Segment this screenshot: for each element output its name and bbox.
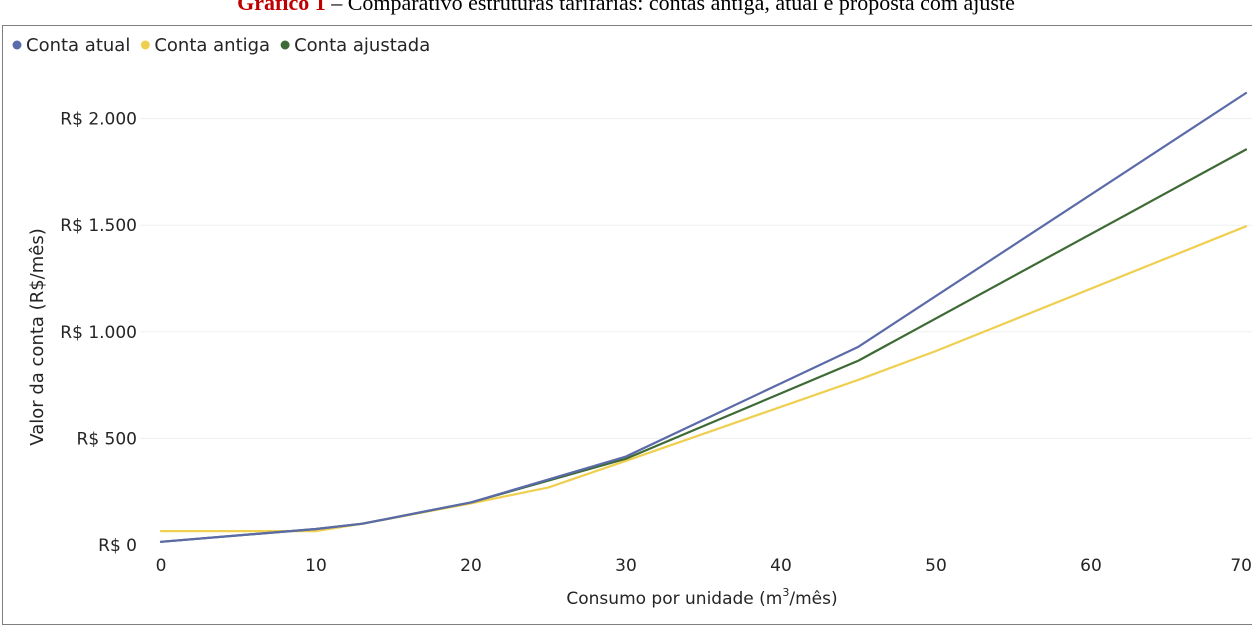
x-axis-label-suffix: /mês) xyxy=(789,589,837,609)
series-line-conta-atual xyxy=(159,91,1248,543)
x-axis-label: Consumo por unidade (m3/mês) xyxy=(566,586,837,609)
x-tick-label: 10 xyxy=(305,556,327,576)
x-tick-label: 0 xyxy=(156,556,167,576)
figure-caption: Gráfico 1 – Comparativo estruturas tarif… xyxy=(0,0,1252,18)
legend-label: Conta atual xyxy=(26,35,130,56)
x-tick-label: 40 xyxy=(770,556,792,576)
y-tick-label: R$ 1.500 xyxy=(60,216,137,236)
chart-gridlines xyxy=(140,118,1252,439)
legend-marker xyxy=(280,40,290,50)
line-chart: Conta atual Conta antiga Conta ajustada R$… xyxy=(12,35,1252,609)
y-axis-label: Valor da conta (R$/mês) xyxy=(27,228,48,445)
x-axis-ticks: 0 10 20 30 40 50 60 70 xyxy=(156,556,1252,576)
x-axis-label-sup: 3 xyxy=(782,586,789,599)
series-line-conta-ajustada xyxy=(159,148,1248,543)
y-axis-ticks: R$ 0 R$ 500 R$ 1.000 R$ 1.500 R$ 2.000 xyxy=(60,110,137,556)
legend-label: Conta antiga xyxy=(154,35,270,56)
figure-caption-label: Gráfico 1 xyxy=(237,0,326,15)
x-axis-label-prefix: Consumo por unidade (m xyxy=(566,589,782,609)
x-tick-label: 50 xyxy=(925,556,947,576)
series-line-conta-antiga xyxy=(159,225,1248,533)
y-tick-label: R$ 2.000 xyxy=(60,110,137,130)
legend-marker xyxy=(140,40,150,50)
x-tick-label: 60 xyxy=(1080,556,1102,576)
chart-series xyxy=(159,91,1248,543)
x-tick-label: 20 xyxy=(460,556,482,576)
y-tick-label: R$ 1.000 xyxy=(60,323,137,343)
x-tick-label: 30 xyxy=(615,556,637,576)
legend-marker xyxy=(12,40,22,50)
y-tick-label: R$ 500 xyxy=(77,429,137,449)
y-tick-label: R$ 0 xyxy=(98,536,137,556)
x-tick-label: 70 xyxy=(1230,556,1252,576)
legend-label: Conta ajustada xyxy=(294,35,430,56)
chart-legend: Conta atual Conta antiga Conta ajustada xyxy=(12,35,430,56)
figure-caption-text: – Comparativo estruturas tarifárias: con… xyxy=(325,0,1015,15)
